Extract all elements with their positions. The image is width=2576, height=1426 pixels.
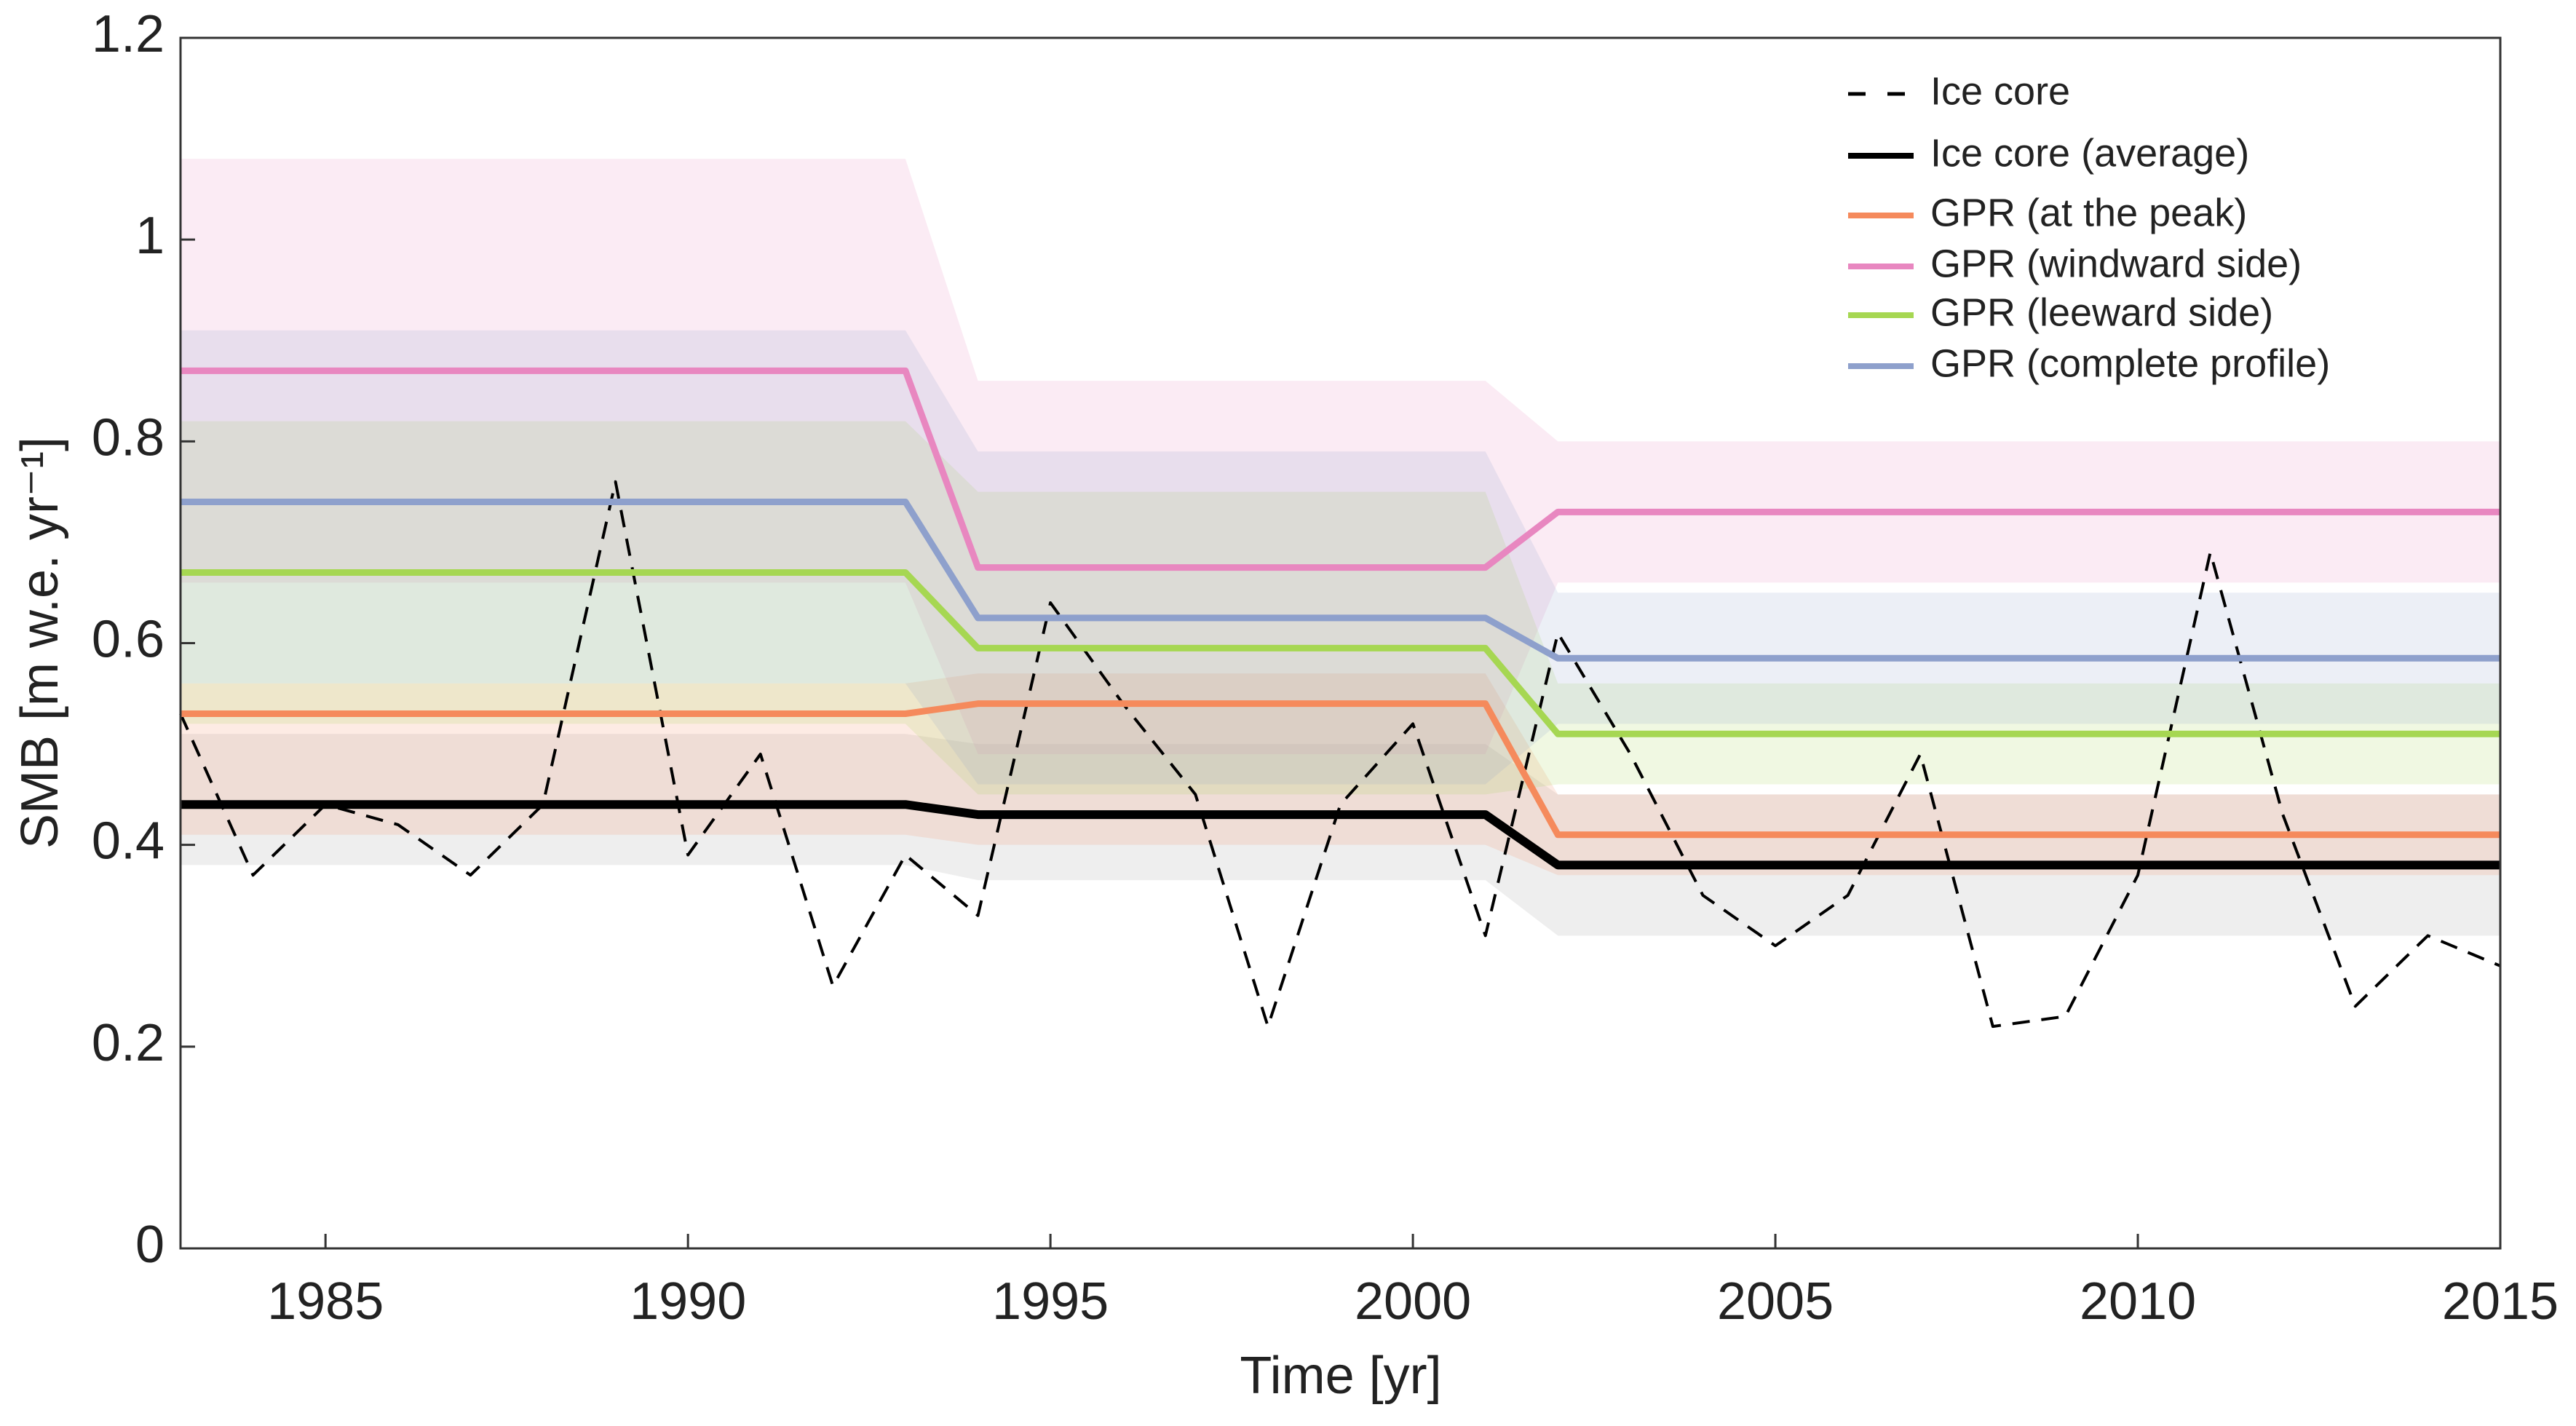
y-tick-label: 0: [135, 1216, 165, 1274]
x-tick-label: 1995: [992, 1272, 1109, 1331]
y-tick-label: 0.4: [92, 812, 165, 871]
x-axis-label: Time [yr]: [1240, 1347, 1441, 1405]
series-line: [181, 569, 2500, 737]
y-tick-label: 0.2: [92, 1014, 165, 1072]
y-tick-label: 0.8: [92, 408, 165, 467]
legend-label: Ice core: [1930, 69, 2070, 113]
uncertainty-band: [181, 330, 2500, 785]
x-tick-label: 2000: [1355, 1272, 1471, 1331]
x-tick-label: 2005: [1717, 1272, 1834, 1331]
y-axis-label: SMB [m w.e. yr⁻¹]: [11, 437, 69, 849]
uncertainty-band: [181, 673, 2500, 876]
series-line: [181, 700, 2500, 839]
y-tick-label: 1.2: [92, 5, 165, 63]
series-line: [181, 800, 2500, 870]
legend-label: Ice core (average): [1930, 131, 2249, 175]
y-tick-label: 0.6: [92, 611, 165, 669]
uncertainty-band: [181, 159, 2500, 754]
x-tick-label: 1985: [267, 1272, 384, 1331]
series-line: [181, 367, 2500, 571]
legend-label: GPR (complete profile): [1930, 341, 2330, 385]
x-tick-label: 1990: [630, 1272, 746, 1331]
legend-label: GPR (at the peak): [1930, 191, 2247, 234]
x-tick-label: 2010: [2080, 1272, 2196, 1331]
series-line: [181, 498, 2500, 662]
uncertainty-band: [181, 421, 2500, 795]
uncertainty-band: [181, 734, 2500, 936]
x-tick-label: 2015: [2442, 1272, 2559, 1331]
y-tick-label: 1: [135, 207, 165, 265]
series-line: [179, 480, 2501, 1029]
legend-label: GPR (leeward side): [1930, 290, 2273, 334]
legend-label: GPR (windward side): [1930, 242, 2302, 285]
